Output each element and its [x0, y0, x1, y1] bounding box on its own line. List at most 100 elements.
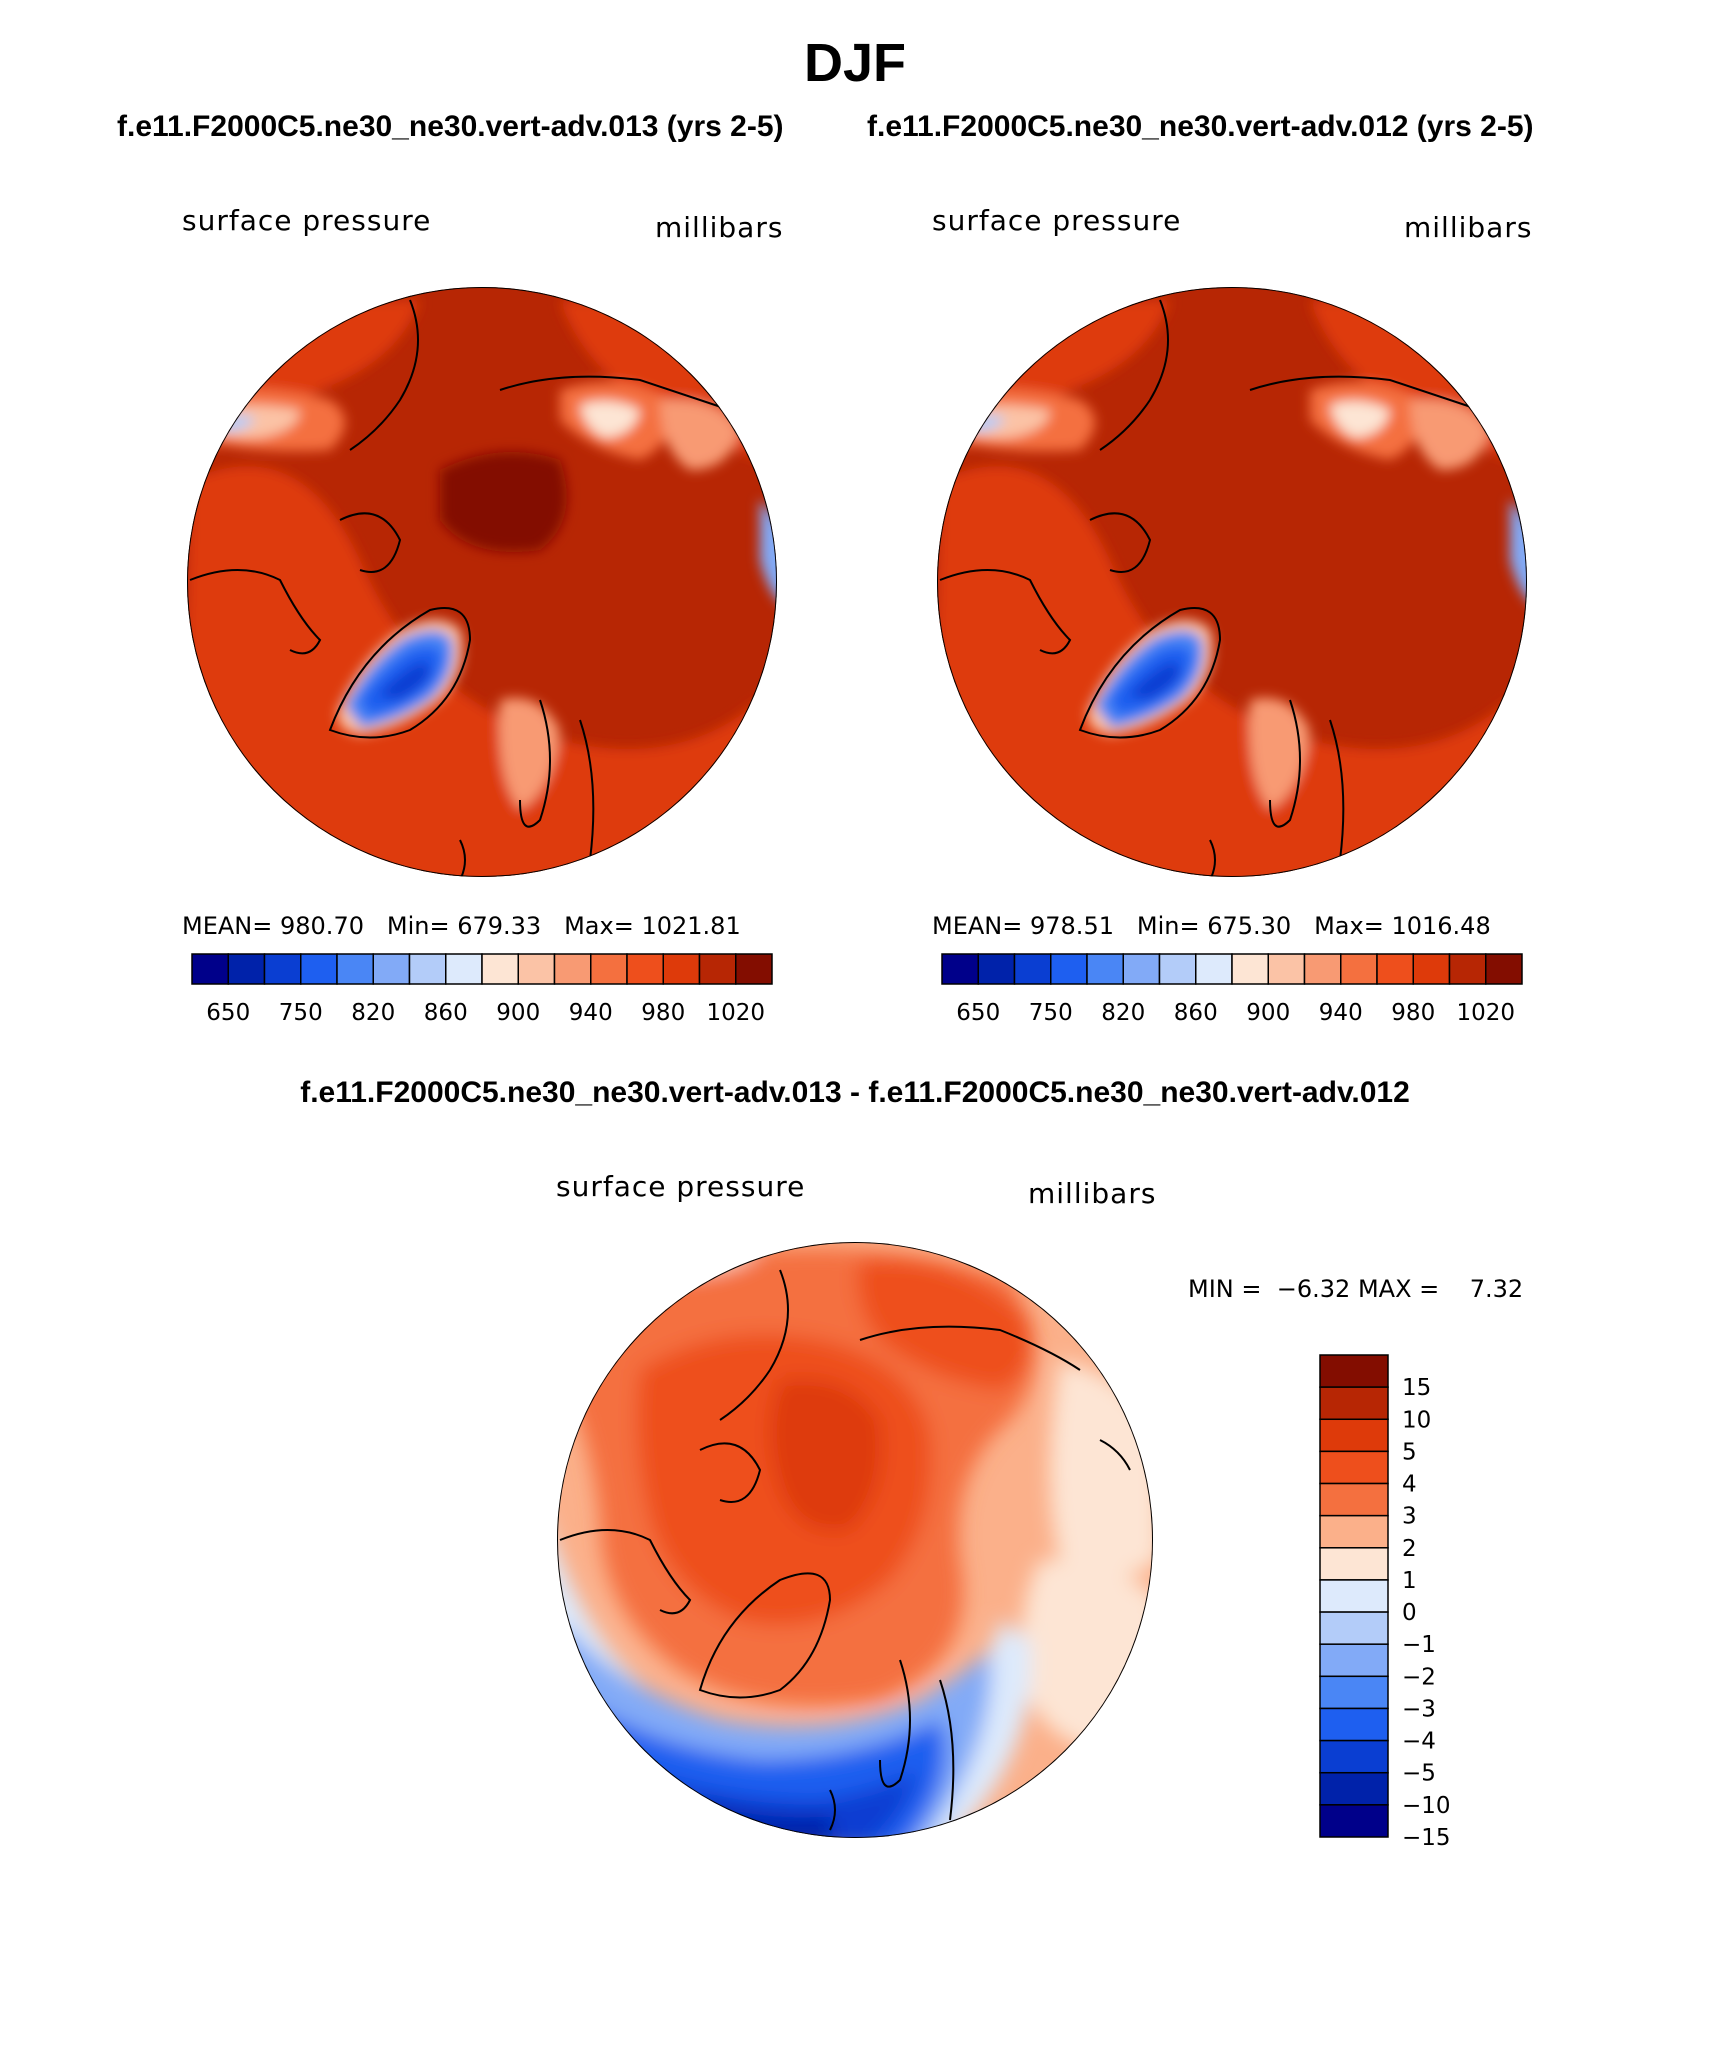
panel-a-colorbar-box: [372, 953, 411, 985]
panel-c-map: [557, 1242, 1153, 1838]
panel-a-colorbar-box: [553, 953, 592, 985]
panel-c-colorbar-tick-label: 4: [1402, 1472, 1417, 1498]
panel-a-mean-value: 980.70: [280, 912, 364, 940]
panel-c-colorbar-tick-label: 10: [1402, 1407, 1431, 1433]
panel-a-colorbar-tick-label: 750: [279, 1000, 323, 1026]
panel-c-colorbar-box: [1319, 1547, 1389, 1581]
panel-a-colorbar-box: [408, 953, 447, 985]
panel-a-colorbar-tick-label: 860: [424, 1000, 468, 1026]
panel-b-colorbar-box: [1303, 953, 1342, 985]
panel-c-min-value: −6.32: [1276, 1275, 1351, 1303]
panel-b-max-value: 1016.48: [1391, 912, 1491, 940]
panel-b-colorbar-box: [941, 953, 979, 985]
panel-a-colorbar-tick-label: 1020: [706, 1000, 765, 1026]
panel-b-colorbar-box: [1050, 953, 1088, 985]
panel-c-colorbar-box: [1319, 1579, 1389, 1613]
panel-a-colorbar-box: [263, 953, 302, 985]
panel-b-colorbar-box: [1013, 953, 1052, 985]
panel-c-colorbar-tick-label: −5: [1402, 1761, 1436, 1787]
panel-c-colorbar-box: [1319, 1450, 1389, 1485]
panel-b-colorbar-box: [1195, 953, 1233, 985]
panel-b-colorbar-box: [1122, 953, 1161, 985]
panel-b-colorbar-tick-label: 820: [1101, 1000, 1145, 1026]
panel-c-colorbar-tick-label: 3: [1402, 1504, 1417, 1530]
panel-b-colorbar-tick-label: 980: [1391, 1000, 1435, 1026]
panel-c-colorbar-box: [1319, 1418, 1389, 1453]
panel-c-colorbar-box: [1319, 1482, 1389, 1517]
panel-b-colorbar-box: [1086, 953, 1124, 985]
panel-c-colorbar-tick-label: −1: [1402, 1632, 1436, 1658]
panel-a-map: [187, 287, 777, 877]
panel-a-colorbar-tick-label: 980: [641, 1000, 685, 1026]
panel-a-colorbar-box: [336, 953, 374, 985]
panel-a-variable-label: surface pressure: [182, 204, 432, 237]
panel-a-min-label: Min=: [386, 912, 450, 940]
page-title: DJF: [803, 33, 906, 93]
panel-a-colorbar-box: [662, 953, 701, 985]
panel-c-colorbar-tick-label: 15: [1402, 1375, 1431, 1401]
panel-b-map: [937, 287, 1527, 877]
case-a-title: f.e11.F2000C5.ne30_ne30.vert-adv.013 (yr…: [117, 110, 784, 143]
panel-c-stats: MIN = −6.32 MAX = 7.32: [1188, 1275, 1523, 1303]
panel-b-colorbar-box: [1231, 953, 1269, 985]
panel-a-colorbar-box: [590, 953, 628, 985]
panel-b-colorbar-box: [1376, 953, 1414, 985]
panel-a-max-label: Max=: [564, 912, 634, 940]
panel-a-colorbar: 650 750 820 860 900 940 980 1020: [191, 953, 773, 1026]
panel-b-colorbar-tick-label: 1020: [1456, 1000, 1515, 1026]
panel-b-colorbar-box: [1158, 953, 1197, 985]
panel-b-colorbar-tick-label: 750: [1029, 1000, 1073, 1026]
panel-b-colorbar-box: [1412, 953, 1451, 985]
panel-a-colorbar-box: [227, 953, 266, 985]
panel-a-colorbar-tick-label: 940: [569, 1000, 613, 1026]
panel-b-colorbar-tick-label: 940: [1319, 1000, 1363, 1026]
panel-b-units-label: millibars: [1404, 211, 1533, 244]
panel-c-colorbar-tick-label: −2: [1402, 1664, 1436, 1690]
panel-b-variable-label: surface pressure: [932, 204, 1182, 237]
panel-b-colorbar-tick-label: 650: [956, 1000, 1000, 1026]
panel-a-colorbar-box: [445, 953, 483, 985]
difference-title: f.e11.F2000C5.ne30_ne30.vert-adv.013 - f…: [300, 1076, 1410, 1109]
panel-b-mean-value: 978.51: [1030, 912, 1114, 940]
panel-c-colorbar-tick-label: −15: [1402, 1825, 1451, 1851]
panel-c-colorbar-tick-label: −10: [1402, 1793, 1451, 1819]
panel-a-max-value: 1021.81: [641, 912, 741, 940]
panel-c-colorbar-tick-label: 1: [1402, 1568, 1417, 1594]
panel-a-greenland-low: [337, 620, 463, 735]
panel-b-greenland-low: [1087, 620, 1213, 735]
panel-b-coastlines: [939, 299, 1511, 877]
panel-c-coastlines: [559, 1269, 1131, 1831]
panel-b-min-label: Min=: [1136, 912, 1200, 940]
panel-b-colorbar-tick-label: 900: [1246, 1000, 1290, 1026]
panel-c-colorbar-box: [1319, 1354, 1389, 1388]
panel-c-colorbar-box: [1319, 1386, 1389, 1421]
panel-b-mean-label: MEAN=: [932, 912, 1023, 940]
panel-a-units-label: millibars: [655, 211, 784, 244]
panel-a-colorbar-tick-label: 650: [206, 1000, 250, 1026]
panel-a-mean-label: MEAN=: [182, 912, 273, 940]
panel-c-colorbar-tick-label: 0: [1402, 1600, 1417, 1626]
panel-a-colorbar-box: [191, 953, 229, 985]
panel-a-colorbar-box: [481, 953, 519, 985]
panel-c-colorbar-box: [1319, 1514, 1389, 1549]
panel-a-colorbar-tick-label: 900: [496, 1000, 540, 1026]
panel-b-stats: MEAN= 978.51 Min= 675.30 Max= 1016.48: [932, 912, 1491, 940]
panel-c-colorbar-box: [1319, 1643, 1389, 1678]
panel-a-colorbar-box: [517, 953, 556, 985]
panel-c-colorbar-tick-label: −3: [1402, 1696, 1436, 1722]
panel-c-colorbar-box: [1319, 1804, 1389, 1838]
panel-a-colorbar-box: [735, 953, 773, 985]
panel-c-colorbar-box: [1319, 1675, 1389, 1710]
panel-b-colorbar-box: [1485, 953, 1523, 985]
panel-c-colorbar-box: [1319, 1611, 1389, 1645]
panel-a-stats: MEAN= 980.70 Min= 679.33 Max= 1021.81: [182, 912, 741, 940]
panel-b-min-value: 675.30: [1207, 912, 1292, 940]
panel-b-colorbar: 650 750 820 860 900 940 980 1020: [941, 953, 1523, 1026]
panel-a-min-value: 679.33: [457, 912, 542, 940]
panel-c-colorbar-tick-label: 2: [1402, 1536, 1417, 1562]
panel-a-colorbar-tick-label: 820: [351, 1000, 395, 1026]
panel-b-max-label: Max=: [1314, 912, 1384, 940]
panel-b-colorbar-tick-label: 860: [1174, 1000, 1218, 1026]
panel-a-colorbar-box: [626, 953, 664, 985]
